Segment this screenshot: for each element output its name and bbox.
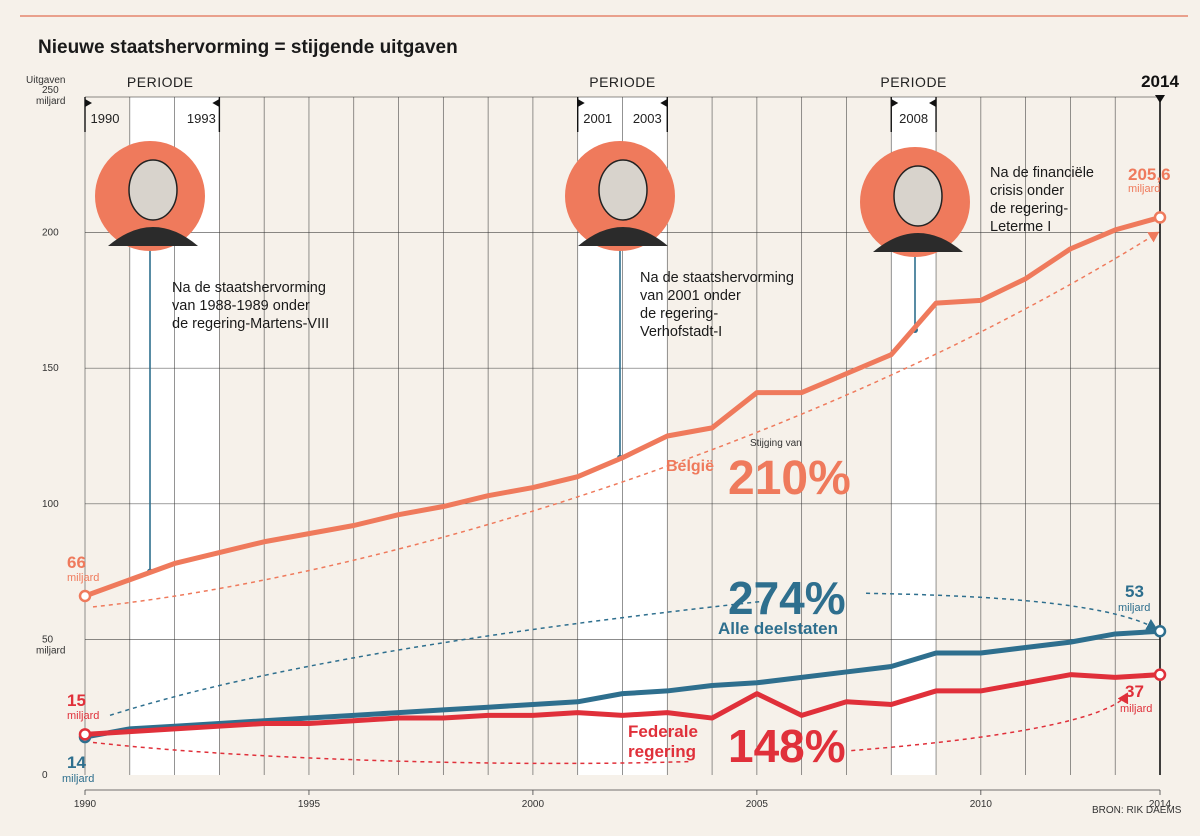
belgie-start-value: 66 xyxy=(67,553,86,572)
fed-trend-arrow-right xyxy=(851,692,1129,752)
x-tick-label: 2010 xyxy=(970,799,993,810)
value-labels: 66 miljard 205,6 miljard 14 miljard 53 m… xyxy=(62,165,1182,816)
y-tick-label: 200 xyxy=(42,228,59,239)
year-2014-marker: 2014 xyxy=(1141,72,1179,91)
annotations: Na de staatshervorming van 1988-1989 onde… xyxy=(172,165,1094,340)
period-end-year: 1993 xyxy=(187,111,216,126)
y-tick-label: 250 xyxy=(42,85,59,96)
fed-trend-arrow-left xyxy=(92,741,693,765)
x-tick-label: 2005 xyxy=(746,799,769,810)
deelstaten-series-line xyxy=(82,628,1163,740)
period-end-arrow xyxy=(660,99,668,107)
x-tick-label: 2000 xyxy=(522,799,545,810)
annotation-text: Na de staatshervorming van 2001 onder de r… xyxy=(640,270,794,340)
period-markers: PERIODE 1990 1993 PERIODE 2001 2003 PERIODE 200… xyxy=(84,72,1179,775)
annotation-line: Verhofstadt-I xyxy=(640,324,722,340)
annotation-text: Na de staatshervorming van 1988-1989 onde… xyxy=(172,280,329,332)
deel-start-value: 14 xyxy=(67,753,86,772)
y-tick-unit: miljard xyxy=(36,96,65,107)
belgie-start-point xyxy=(78,589,92,603)
annotation-line: Na de staatshervorming xyxy=(640,270,794,286)
portrait-face xyxy=(893,165,943,227)
belgie-series-name: België xyxy=(666,458,714,475)
period-end-arrow xyxy=(929,99,937,107)
federaal-series-line xyxy=(82,672,1163,737)
chart-title: Nieuwe staatshervorming = stijgende uitg… xyxy=(38,37,458,58)
x-tick-label: 1990 xyxy=(74,799,97,810)
annotation-line: Leterme I xyxy=(990,219,1051,235)
period-label: PERIODE xyxy=(127,74,194,90)
period-start-arrow xyxy=(577,99,585,107)
fed-end-value: 37 xyxy=(1125,682,1144,701)
period-start-arrow xyxy=(891,99,899,107)
belgie-start-unit: miljard xyxy=(67,572,99,584)
deel-end-value: 53 xyxy=(1125,582,1144,601)
trend-arrows xyxy=(92,231,1160,765)
period-end-year: 2003 xyxy=(633,111,662,126)
deel-series-name: Alle deelstaten xyxy=(718,619,838,638)
deel-trend-arrow-left xyxy=(109,600,762,717)
federaal-end-point xyxy=(1153,668,1167,681)
y-tick-label: 50 xyxy=(42,634,54,645)
photo-placeholders xyxy=(95,141,970,575)
annotation-line: de regering-Martens-VIII xyxy=(172,316,329,332)
fed-start-value: 15 xyxy=(67,691,86,710)
fed-series-name-2: regering xyxy=(628,742,696,761)
annotation-line: Na de staatshervorming xyxy=(172,280,326,296)
belgie-series-line xyxy=(82,214,1163,599)
annotation-line: van 2001 onder xyxy=(640,288,741,304)
period-start-year: 2008 xyxy=(899,111,928,126)
annotation-text: Na de financiële crisis onder de regering-… xyxy=(990,165,1094,235)
portrait-face xyxy=(128,159,178,221)
y-tick-label: 150 xyxy=(42,363,59,374)
deel-percentage: 274% xyxy=(728,572,846,624)
y-axis-label: Uitgaven xyxy=(26,75,65,86)
belgie-percentage: 210% xyxy=(728,452,851,505)
source-credit: BRON: RIK DAEMS xyxy=(1092,805,1182,816)
belgie-end-value: 205,6 xyxy=(1128,165,1171,184)
period-end-arrow xyxy=(212,99,220,107)
portrait-shoulders xyxy=(873,233,963,252)
annotation-line: de regering- xyxy=(990,201,1068,217)
series-lines xyxy=(78,211,1167,744)
fed-percentage: 148% xyxy=(728,720,846,772)
fed-end-unit: miljard xyxy=(1120,703,1152,715)
fed-start-unit: miljard xyxy=(67,710,99,722)
y-tick-label: 100 xyxy=(42,499,59,510)
belgie-rise-caption: Stijging van xyxy=(750,438,802,449)
belgie-end-point xyxy=(1153,211,1167,224)
annotation-line: Na de financiële xyxy=(990,165,1094,181)
x-tick-label: 2014 xyxy=(1149,799,1172,810)
period-label: PERIODE xyxy=(589,74,656,90)
fed-series-name-1: Federale xyxy=(628,722,698,741)
portrait-face xyxy=(598,159,648,221)
period-label: PERIODE xyxy=(880,74,947,90)
federaal-start-point xyxy=(78,728,92,741)
deel-end-unit: miljard xyxy=(1118,602,1150,614)
y-tick-unit: miljard xyxy=(36,645,65,656)
deel-start-unit: miljard xyxy=(62,773,94,785)
x-tick-label: 1995 xyxy=(298,799,321,810)
period-start-arrow xyxy=(85,99,92,107)
period-start-year: 2001 xyxy=(583,111,612,126)
annotation-line: van 1988-1989 onder xyxy=(172,298,310,314)
belgie-end-unit: miljard xyxy=(1128,183,1160,195)
annotation-line: crisis onder xyxy=(990,183,1064,199)
deelstaten-end-point xyxy=(1153,625,1167,638)
y-tick-label: 0 xyxy=(42,770,48,781)
annotation-line: de regering- xyxy=(640,306,718,322)
period-start-year: 1990 xyxy=(91,111,120,126)
portrait-shoulders xyxy=(108,227,198,246)
deel-trend-arrow-right xyxy=(866,592,1158,630)
portrait-shoulders xyxy=(578,227,668,246)
